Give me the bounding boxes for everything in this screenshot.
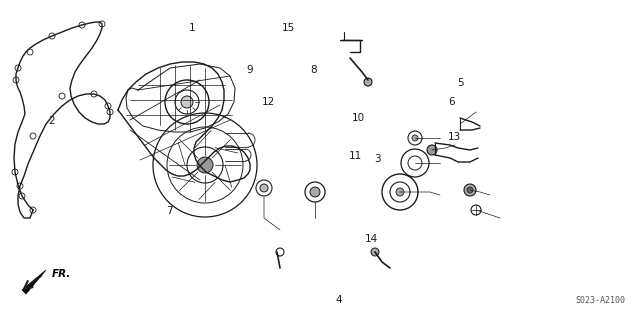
Text: 6: 6	[448, 97, 454, 107]
Text: FR.: FR.	[52, 269, 72, 279]
Text: 2: 2	[48, 116, 54, 126]
Circle shape	[412, 135, 418, 141]
Text: 5: 5	[458, 78, 464, 88]
Text: S023-A2100: S023-A2100	[575, 296, 625, 305]
Text: 3: 3	[374, 154, 381, 165]
Circle shape	[464, 184, 476, 196]
Text: 4: 4	[336, 295, 342, 305]
Text: 13: 13	[448, 132, 461, 142]
Text: 10: 10	[352, 113, 365, 123]
Text: 8: 8	[310, 65, 317, 75]
Circle shape	[260, 184, 268, 192]
Circle shape	[371, 248, 379, 256]
Circle shape	[427, 145, 437, 155]
Text: 1: 1	[189, 23, 195, 33]
Circle shape	[197, 157, 213, 173]
Text: 7: 7	[166, 205, 173, 216]
Text: 14: 14	[365, 234, 378, 244]
Circle shape	[181, 96, 193, 108]
Circle shape	[396, 188, 404, 196]
Text: 12: 12	[262, 97, 275, 107]
Polygon shape	[22, 270, 46, 294]
Text: 15: 15	[282, 23, 294, 33]
Circle shape	[310, 187, 320, 197]
Circle shape	[467, 187, 473, 193]
Text: 9: 9	[246, 65, 253, 75]
Text: 11: 11	[349, 151, 362, 161]
Circle shape	[364, 78, 372, 86]
